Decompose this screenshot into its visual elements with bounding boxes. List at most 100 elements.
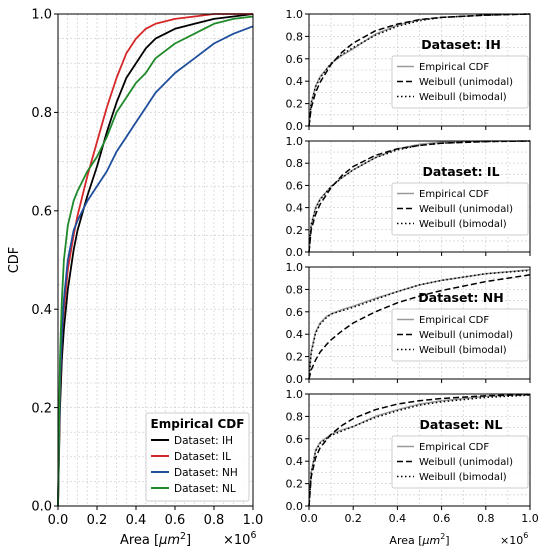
x-axis-label-part: ] xyxy=(186,533,191,548)
legend-label: Weibull (unimodal) xyxy=(419,77,513,88)
axes-frame xyxy=(308,393,531,507)
x-scale-factor-part: ×10 xyxy=(500,534,523,547)
x-tick-label: 0.2 xyxy=(344,512,362,525)
legend: Empirical CDF Weibull (unimodal) Weibull (… xyxy=(391,435,529,489)
x-axis-label-part: Area [ xyxy=(120,533,159,548)
y-tick-label: 0.4 xyxy=(286,328,304,341)
legend-title: Empirical CDF xyxy=(151,417,245,431)
legend-label: Dataset: NH xyxy=(174,467,238,479)
x-scale-factor: ×106 xyxy=(500,531,528,547)
legend: Empirical CDF Weibull (unimodal) Weibull (… xyxy=(391,55,529,109)
legend-label: Empirical CDF xyxy=(419,62,489,73)
legend-label: Weibull (unimodal) xyxy=(419,204,513,215)
legend-label: Empirical CDF xyxy=(419,315,489,326)
y-tick-label: 0.6 xyxy=(286,433,304,446)
legend-label: Weibull (bimodal) xyxy=(419,92,507,103)
y-tick-label: 0.0 xyxy=(286,246,304,259)
y-tick-label: 0.6 xyxy=(31,204,52,219)
y-tick-label: 1.0 xyxy=(286,261,304,274)
legend-box xyxy=(391,435,529,489)
y-tick-label: 0.0 xyxy=(31,500,52,515)
y-tick-label: 1.0 xyxy=(286,135,304,148)
legend-box xyxy=(391,55,529,109)
y-tick-label: 0.8 xyxy=(286,410,304,423)
panel-title: Dataset: NH xyxy=(418,290,503,305)
y-tick-label: 1.0 xyxy=(286,8,304,21)
x-axis-label-part: μm xyxy=(422,534,441,547)
y-tick-label: 0.8 xyxy=(286,30,304,43)
x-axis-label-part: 2 xyxy=(440,532,445,541)
y-tick-label: 0.0 xyxy=(286,120,304,133)
x-tick-label: 0.8 xyxy=(477,512,495,525)
series-line-weibull-unimodal- xyxy=(308,393,531,507)
y-tick-label: 0.6 xyxy=(286,179,304,192)
series-line-dataset-ih xyxy=(57,13,254,507)
x-scale-factor-part: 6 xyxy=(250,530,256,541)
x-axis-label-part: μm xyxy=(158,533,180,548)
x-tick-label: 0.4 xyxy=(126,513,147,528)
axes-frame xyxy=(57,13,254,507)
series-line-weibull-bimodal- xyxy=(308,140,531,253)
y-tick-label: 0.8 xyxy=(286,283,304,296)
legend-box xyxy=(391,182,529,236)
legend: Empirical CDF Weibull (unimodal) Weibull (… xyxy=(391,182,529,236)
x-tick-label: 1.0 xyxy=(243,513,264,528)
legend-label: Weibull (unimodal) xyxy=(419,457,513,468)
y-tick-label: 0.2 xyxy=(286,98,304,111)
legend-label: Empirical CDF xyxy=(419,189,489,200)
legend-label: Dataset: IL xyxy=(174,451,231,463)
series-line-dataset-nh xyxy=(57,25,254,507)
y-tick-label: 0.6 xyxy=(286,53,304,66)
x-tick-label: 0.6 xyxy=(165,513,186,528)
x-axis-label: Area [μm2] xyxy=(120,531,191,548)
x-axis-label-part: Area [ xyxy=(389,534,422,547)
legend-label: Weibull (unimodal) xyxy=(419,330,513,341)
panel-main: 0.0 0.2 0.4 0.6 0.8 1.0 0.0 0.2 0.4 0.6 0.8 1.0 Area… xyxy=(7,8,263,548)
x-tick-label: 0.0 xyxy=(300,512,318,525)
y-tick-label: 0.4 xyxy=(286,202,304,215)
x-tick-label: 1.0 xyxy=(521,512,539,525)
legend-box xyxy=(391,308,529,362)
y-tick-label: 0.8 xyxy=(286,157,304,170)
x-tick-label: 0.8 xyxy=(204,513,225,528)
x-tick-label: 0.2 xyxy=(87,513,108,528)
y-axis-label: CDF xyxy=(7,247,22,274)
x-tick-label: 0.4 xyxy=(389,512,407,525)
panel-title: Dataset: IL xyxy=(422,164,499,179)
y-tick-label: 0.4 xyxy=(31,303,52,318)
y-tick-label: 0.2 xyxy=(286,351,304,364)
x-tick-label: 0.0 xyxy=(48,513,69,528)
panel-IH: 0.0 0.2 0.4 0.6 0.8 1.0 Dataset: IH Empirical C… xyxy=(286,8,531,133)
x-scale-factor: ×106 xyxy=(223,530,256,548)
legend-label: Dataset: IH xyxy=(174,435,233,447)
y-tick-label: 1.0 xyxy=(286,388,304,401)
axes-frame xyxy=(308,13,531,127)
series-line-weibull-bimodal- xyxy=(308,269,531,380)
x-axis-label-part: ] xyxy=(445,534,449,547)
legend: Empirical CDF Weibull (unimodal) Weibull (… xyxy=(391,308,529,362)
panel-NL: 0.0 0.2 0.4 0.6 0.8 1.0 0.0 0.2 0.4 0.6 0.8 1.0 Area… xyxy=(286,388,539,547)
y-tick-label: 0.2 xyxy=(286,478,304,491)
y-tick-label: 0.0 xyxy=(286,373,304,386)
x-axis-label-part: 2 xyxy=(180,531,186,542)
y-tick-label: 0.6 xyxy=(286,306,304,319)
panel-IL: 0.0 0.2 0.4 0.6 0.8 1.0 Dataset: IL Empirical C… xyxy=(286,135,531,259)
series-line-weibull-unimodal- xyxy=(308,274,531,380)
x-axis-label: Area [μm2] xyxy=(389,532,449,547)
y-tick-label: 0.8 xyxy=(31,106,52,121)
y-tick-label: 0.2 xyxy=(31,401,52,416)
legend-label: Weibull (bimodal) xyxy=(419,219,507,230)
y-tick-label: 1.0 xyxy=(31,8,52,23)
legend: Empirical CDF Dataset: IH Dataset: IL Datas… xyxy=(145,412,250,502)
legend-label: Weibull (bimodal) xyxy=(419,472,507,483)
y-tick-label: 0.4 xyxy=(286,455,304,468)
legend-label: Empirical CDF xyxy=(419,442,489,453)
x-scale-factor-part: 6 xyxy=(523,531,528,540)
axes-frame xyxy=(308,266,531,380)
grid xyxy=(57,13,254,507)
legend-box xyxy=(145,412,250,502)
panel-title: Dataset: IH xyxy=(421,37,501,52)
series-line-weibull-unimodal- xyxy=(308,13,531,127)
panel-title: Dataset: NL xyxy=(420,417,503,432)
axes-frame xyxy=(308,140,531,253)
